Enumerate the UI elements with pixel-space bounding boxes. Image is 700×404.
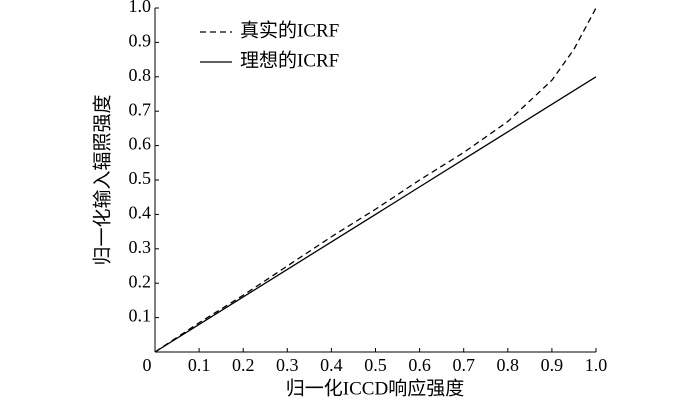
series-line <box>154 76 597 353</box>
y-tick-label: 0.8 <box>129 65 152 85</box>
legend-label: 理想的ICRF <box>240 49 339 71</box>
x-tick-label: 0.8 <box>497 355 520 375</box>
series-line <box>154 7 597 353</box>
y-tick-label: 0.4 <box>129 203 152 223</box>
y-axis-label: 归一化输入辐照强度 <box>91 94 113 265</box>
y-tick-label: 0.7 <box>129 99 152 119</box>
y-tick-label: 0.2 <box>129 271 152 291</box>
x-tick-label: 0.9 <box>541 355 564 375</box>
y-tick-label: 0.5 <box>129 168 152 188</box>
x-tick-label: 0.5 <box>364 355 387 375</box>
x-tick-label: 0.1 <box>188 355 211 375</box>
x-tick-label: 0.4 <box>320 355 343 375</box>
x-axis-label: 归一化ICCD响应强度 <box>286 377 464 399</box>
y-tick-label: 0.3 <box>129 237 152 257</box>
x-tick-label: 0.7 <box>452 355 475 375</box>
y-tick-label: 0.6 <box>129 134 152 154</box>
x-tick-label: 0.2 <box>232 355 255 375</box>
x-tick-label: 0 <box>143 355 152 375</box>
y-tick-label: 1.0 <box>129 0 152 16</box>
x-tick-label: 1.0 <box>585 355 608 375</box>
y-tick-label: 0.9 <box>129 31 152 51</box>
y-tick-label: 0.1 <box>129 306 152 326</box>
x-tick-label: 0.3 <box>276 355 299 375</box>
x-tick-label: 0.6 <box>408 355 431 375</box>
legend-label: 真实的ICRF <box>240 19 339 41</box>
